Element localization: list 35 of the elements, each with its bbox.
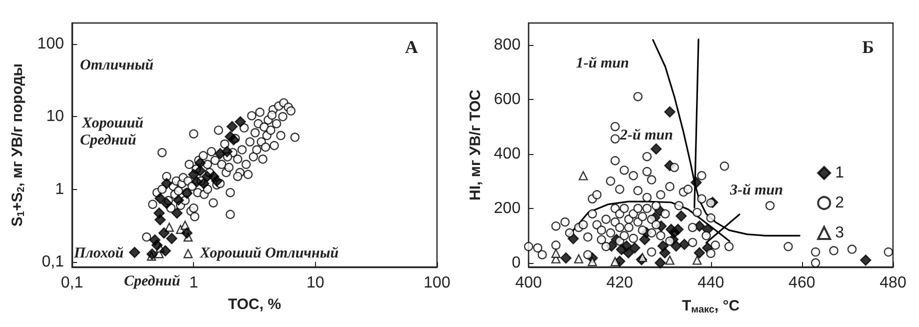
x-tick-label: 440	[697, 274, 724, 292]
annotation: 3-й тип	[729, 182, 783, 198]
annotation: Хороший	[81, 116, 144, 132]
text: Средний	[124, 274, 180, 290]
annotation: 2-й тип	[619, 128, 673, 144]
x-tick-label: 10	[306, 274, 324, 292]
x-tick-label: 480	[880, 274, 906, 292]
legend-label: 1	[835, 164, 844, 182]
y-tick-label: 0,1	[42, 253, 64, 270]
text: А	[405, 37, 418, 57]
y-axis-title: S1+S2, мг УВ/г породы	[8, 63, 27, 227]
x-tick-label: 400	[515, 274, 542, 292]
y-tick-label: 200	[494, 200, 521, 217]
x-tick-label: 460	[788, 274, 816, 292]
x-tick-label: 1	[189, 274, 198, 292]
annotation: Плохой	[73, 246, 124, 262]
y-tick-label: 1	[55, 180, 64, 198]
x-tick-label: 0,1	[60, 274, 84, 292]
legend-label: 3	[835, 224, 844, 242]
x-tick-label: 100	[424, 274, 450, 292]
y-axis-title: HI, мг УВ/г TOC	[467, 89, 484, 200]
y-tick-label: 600	[494, 90, 521, 108]
text: Б	[862, 37, 874, 57]
annotation: Отличный	[80, 58, 154, 74]
x-tick-label: 420	[606, 274, 634, 292]
y-tick-label: 0	[512, 254, 521, 272]
y-tick-label: 800	[494, 36, 521, 54]
annotation: 1-й тип	[576, 56, 629, 72]
x-axis-title: TOC, %	[228, 296, 282, 313]
y-tick-label: 400	[494, 145, 521, 162]
annotation: Средний	[80, 132, 136, 148]
y-tick-label: 100	[37, 36, 64, 53]
legend-label: 2	[835, 194, 844, 212]
annotation: Хороший Отличный	[199, 246, 339, 262]
y-tick-label: 10	[46, 108, 64, 126]
